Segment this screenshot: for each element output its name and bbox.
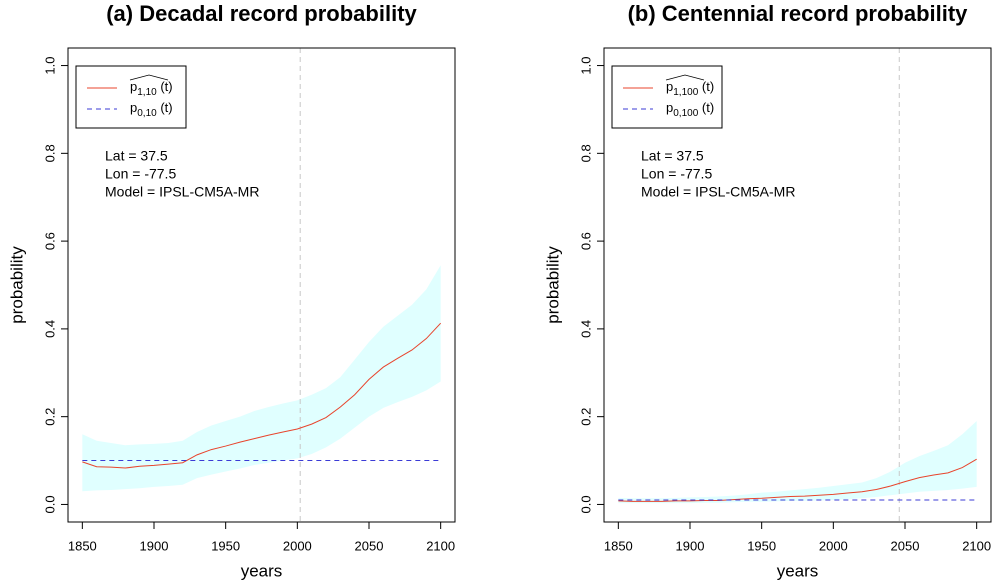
y-axis-label: probability — [7, 246, 26, 324]
y-tick-label: 0.4 — [578, 320, 593, 338]
x-axis-label: years — [241, 561, 283, 580]
y-tick-label: 0.6 — [578, 232, 593, 250]
x-tick-label: 1950 — [211, 538, 240, 553]
x-tick-label: 1950 — [747, 538, 776, 553]
annotation: Lon = -77.5 — [105, 166, 176, 182]
legend-box — [611, 65, 723, 129]
annotation: Lat = 37.5 — [641, 148, 704, 164]
legend-label: p0,100 (t) — [666, 100, 714, 118]
x-tick-label: 2000 — [819, 538, 848, 553]
y-tick-label: 0.2 — [578, 408, 593, 426]
x-tick-label: 1850 — [68, 538, 97, 553]
legend-hat — [665, 74, 705, 81]
y-tick-label: 0.2 — [42, 408, 57, 426]
x-tick-label: 2100 — [962, 538, 991, 553]
y-tick-label: 1.0 — [42, 57, 57, 75]
confidence-band — [618, 421, 977, 504]
y-tick-label: 0.8 — [578, 144, 593, 162]
y-tick-label: 0.0 — [578, 495, 593, 513]
annotation: Lat = 37.5 — [105, 148, 168, 164]
annotation: Lon = -77.5 — [641, 166, 712, 182]
x-tick-label: 2050 — [355, 538, 384, 553]
y-tick-label: 0.6 — [42, 232, 57, 250]
legend-hat — [129, 74, 169, 81]
annotation: Model = IPSL-CM5A-MR — [105, 184, 259, 200]
series-line — [618, 458, 977, 502]
x-tick-label: 2000 — [283, 538, 312, 553]
legend-label: p0,10 (t) — [130, 100, 173, 118]
y-tick-label: 1.0 — [578, 57, 593, 75]
y-axis-label: probability — [543, 246, 562, 324]
x-tick-label: 2050 — [891, 538, 920, 553]
x-tick-label: 1900 — [676, 538, 705, 553]
y-tick-label: 0.8 — [42, 144, 57, 162]
chart-title: (b) Centennial record probability — [628, 1, 969, 26]
legend-label: p1,100 (t) — [666, 79, 714, 97]
x-tick-label: 1850 — [604, 538, 633, 553]
x-axis-label: years — [777, 561, 819, 580]
series-line — [82, 322, 442, 469]
legend-box — [75, 65, 187, 129]
chart-title: (a) Decadal record probability — [106, 1, 417, 26]
x-tick-label: 1900 — [140, 538, 169, 553]
y-tick-label: 0.4 — [42, 320, 57, 338]
confidence-band — [82, 265, 441, 492]
legend-label: p1,10 (t) — [130, 79, 173, 97]
x-tick-label: 2100 — [426, 538, 455, 553]
annotation: Model = IPSL-CM5A-MR — [641, 184, 795, 200]
y-tick-label: 0.0 — [42, 495, 57, 513]
